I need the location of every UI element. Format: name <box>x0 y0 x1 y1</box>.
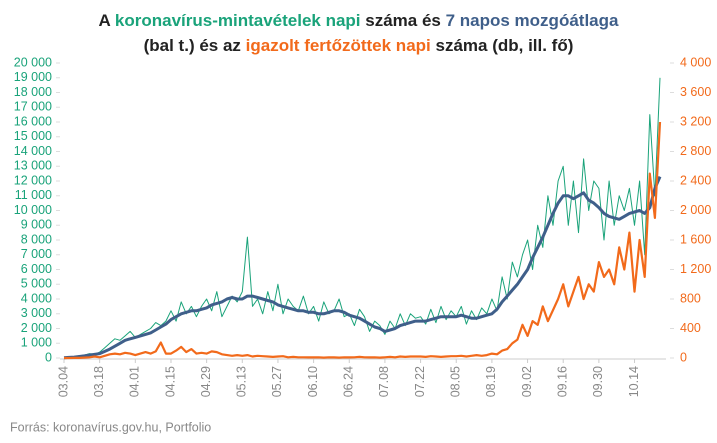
y2-tick-label: 1 200 <box>680 262 711 276</box>
y-tick-label: 5 000 <box>21 277 52 291</box>
y2-tick-label: 1 600 <box>680 232 711 246</box>
x-tick-label: 09.30 <box>591 366 605 397</box>
y-tick-label: 10 000 <box>14 203 52 217</box>
y2-tick-label: 3 200 <box>680 114 711 128</box>
y2-tick-label: 2 400 <box>680 173 711 187</box>
x-tick-label: 06.10 <box>306 366 320 397</box>
x-tick-label: 07.08 <box>377 366 391 397</box>
y-tick-label: 11 000 <box>15 188 52 202</box>
y-tick-label: 15 000 <box>14 129 52 143</box>
y-tick-label: 17 000 <box>14 100 52 114</box>
title-line: (bal t.) és az igazolt fertőzöttek napi … <box>0 33 717 58</box>
title-part: (bal t.) és az <box>143 36 246 55</box>
y2-tick-label: 800 <box>680 291 701 305</box>
y-tick-label: 0 <box>45 350 52 364</box>
y-tick-label: 19 000 <box>14 70 52 84</box>
series-line <box>63 176 662 360</box>
y-tick-label: 16 000 <box>14 114 52 128</box>
y-tick-label: 14 000 <box>14 144 52 158</box>
y-tick-label: 3 000 <box>21 306 52 320</box>
y-tick-label: 1 000 <box>21 336 52 350</box>
series-line <box>63 77 661 359</box>
series-line <box>64 121 662 360</box>
y-tick-label: 12 000 <box>14 173 52 187</box>
x-tick-label: 04.15 <box>163 366 177 397</box>
title-part: száma és <box>360 11 446 30</box>
y2-tick-label: 3 600 <box>680 85 711 99</box>
x-tick-label: 03.04 <box>56 366 70 397</box>
y2-tick-label: 400 <box>680 321 701 335</box>
x-tick-label: 10.14 <box>627 366 641 397</box>
x-tick-label: 04.29 <box>199 366 213 397</box>
title-part: száma (db, ill. fő) <box>430 36 574 55</box>
x-tick-label: 07.22 <box>413 366 427 397</box>
y-tick-label: 9 000 <box>21 218 52 232</box>
y-tick-label: 4 000 <box>21 291 52 305</box>
title-part: igazolt fertőzöttek napi <box>245 36 431 55</box>
title-part: A <box>98 11 115 30</box>
y-tick-label: 8 000 <box>21 232 52 246</box>
x-tick-label: 04.01 <box>128 366 142 397</box>
x-tick-label: 08.05 <box>449 366 463 397</box>
x-tick-label: 09.16 <box>556 366 570 397</box>
y-tick-label: 2 000 <box>21 321 52 335</box>
y2-tick-label: 2 800 <box>680 144 711 158</box>
y-tick-label: 6 000 <box>21 262 52 276</box>
y2-tick-label: 4 000 <box>680 55 711 69</box>
title-part: 7 napos mozgóátlaga <box>445 11 619 30</box>
x-tick-label: 09.02 <box>520 366 534 397</box>
y-tick-label: 13 000 <box>14 159 52 173</box>
title-line: A koronavírus-mintavételek napi száma és… <box>0 8 717 33</box>
x-tick-label: 05.27 <box>270 366 284 397</box>
y2-tick-label: 2 000 <box>680 203 711 217</box>
x-tick-label: 06.24 <box>342 366 356 397</box>
x-tick-label: 08.19 <box>484 366 498 397</box>
y-tick-label: 20 000 <box>14 55 52 69</box>
title-part: koronavírus-mintavételek napi <box>114 11 361 30</box>
y2-tick-label: 0 <box>680 350 687 364</box>
source: Forrás: koronavírus.gov.hu, Portfolio <box>10 420 211 434</box>
chart-title: A koronavírus-mintavételek napi száma és… <box>0 8 717 58</box>
y-tick-label: 18 000 <box>14 85 52 99</box>
x-tick-label: 03.18 <box>92 366 106 397</box>
y-tick-label: 7 000 <box>21 247 52 261</box>
x-tick-label: 05.13 <box>235 366 249 397</box>
